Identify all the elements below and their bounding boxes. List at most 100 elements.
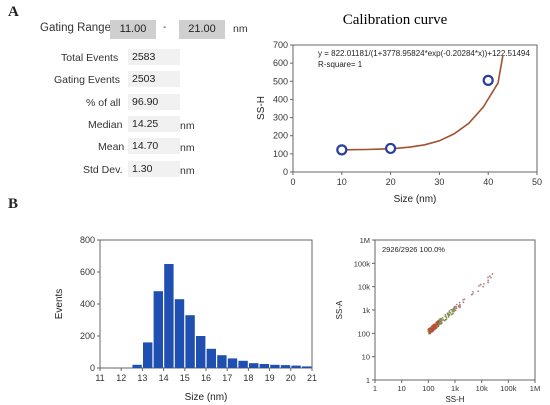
histogram-bar — [249, 363, 259, 368]
calibration-equation: y = 822.01181/(1+3778.95824*exp(-0.20284… — [318, 49, 530, 58]
histogram-xlabel: Size (nm) — [185, 392, 228, 403]
calibration-title: Calibration curve — [343, 12, 448, 28]
stat-unit-std-dev: nm — [180, 165, 195, 177]
histogram-ytick-label: 200 — [80, 331, 95, 341]
scatter-point — [462, 301, 465, 304]
scatter-xtick-label: 1k — [451, 384, 459, 393]
scatter-point — [429, 327, 432, 330]
stat-label-mean: Mean — [98, 141, 125, 153]
scatter-point — [442, 318, 445, 321]
stat-value-median: 14.25 — [128, 116, 180, 132]
scatter-point — [434, 326, 437, 329]
calibration-xtick-label: 30 — [434, 177, 444, 187]
scatter-point — [487, 276, 489, 279]
histogram-ytick-label: 400 — [80, 299, 95, 309]
stat-value-total-events: 2583 — [128, 49, 180, 65]
scatter-point — [431, 326, 433, 329]
calibration-xtick-label: 50 — [532, 177, 542, 187]
scatter-point — [478, 284, 480, 287]
gating-high-input[interactable]: 21.00 — [179, 20, 225, 39]
histogram-xtick-label: 12 — [116, 373, 126, 383]
scatter-point — [488, 275, 491, 278]
scatter-ytick-label: 100k — [354, 259, 371, 268]
calibration-rsquare: R-square= 1 — [318, 60, 363, 69]
scatter-point — [441, 317, 444, 319]
scatter-ytick-label: 100 — [357, 329, 370, 338]
scatter-point — [438, 322, 441, 325]
scatter-point — [435, 321, 438, 324]
stat-unit-median: nm — [180, 120, 195, 132]
scatter-point — [454, 309, 457, 312]
histogram-bar — [291, 365, 301, 368]
scatter-point — [453, 305, 456, 308]
histogram-ytick-label: 0 — [90, 363, 95, 373]
stat-label-std-dev: Std Dev. — [83, 164, 123, 176]
scatter-point — [432, 325, 435, 327]
scatter-xtick-label: 10 — [397, 384, 405, 393]
histogram-bar — [259, 364, 269, 368]
scatter-point — [450, 308, 453, 311]
calibration-point — [385, 142, 397, 155]
calibration-ytick-label: 200 — [273, 131, 288, 141]
histogram-bar — [196, 336, 206, 368]
histogram-bar — [227, 358, 238, 368]
histogram-bar — [280, 365, 291, 368]
scatter-ytick-label: 1M — [360, 236, 370, 245]
scatter-point — [444, 315, 447, 318]
scatter-xtick-label: 1M — [530, 384, 540, 393]
histogram-bar — [132, 364, 142, 368]
stat-label-percent-all: % of all — [86, 97, 121, 109]
scatter-chart: 1 10 100 1k 10k 100k 1M 1 10 100 1k 10k 100k 1M 2926/… — [335, 236, 540, 404]
scatter-point — [459, 303, 461, 306]
scatter-point — [487, 281, 489, 284]
scatter-point — [433, 323, 435, 326]
scatter-point — [429, 329, 432, 332]
stat-label-median: Median — [88, 119, 123, 131]
scatter-point — [431, 330, 434, 332]
histogram-ytick-label: 600 — [80, 267, 95, 277]
scatter-point — [490, 276, 492, 279]
scatter-point — [451, 310, 454, 313]
calibration-ytick-label: 700 — [273, 40, 288, 50]
histogram-xtick-label: 13 — [137, 373, 147, 383]
gating-dash: - — [163, 21, 167, 33]
histogram-bar — [302, 366, 312, 368]
scatter-point — [448, 314, 450, 316]
calibration-ytick-label: 500 — [273, 76, 288, 86]
scatter-xtick-label: 1 — [373, 384, 377, 393]
calibration-fit-curve — [336, 55, 504, 151]
histogram-bar — [270, 364, 280, 368]
scatter-point — [458, 306, 461, 309]
scatter-ytick-label: 1 — [366, 376, 370, 385]
stat-value-gating-events: 2503 — [128, 71, 180, 87]
histogram-ylabel: Events — [54, 289, 65, 320]
scatter-point — [482, 285, 485, 288]
stat-label-total-events: Total Events — [61, 52, 119, 64]
scatter-point — [452, 308, 455, 311]
scatter-xtick-label: 100 — [422, 384, 435, 393]
scatter-point — [435, 322, 437, 325]
histogram-bar — [206, 348, 216, 368]
scatter-annotation: 2926/2926 100.0% — [382, 245, 445, 254]
calibration-ytick-label: 300 — [273, 113, 288, 123]
scatter-xtick-label: 10k — [476, 384, 488, 393]
panel-letter-b: B — [8, 196, 19, 212]
scatter-point — [457, 305, 460, 308]
gating-low-input[interactable]: 11.00 — [110, 20, 156, 39]
histogram-bar — [185, 315, 195, 368]
calibration-ytick-label: 400 — [273, 94, 288, 104]
stat-unit-mean: nm — [180, 142, 195, 154]
calibration-ytick-label: 0 — [283, 167, 288, 177]
scatter-point — [436, 321, 439, 324]
calibration-chart: Calibration curve 0 10 20 30 40 5001002003004… — [256, 12, 542, 205]
histogram-bar — [143, 342, 153, 368]
histogram-bar — [153, 291, 163, 368]
scatter-point — [440, 321, 442, 323]
histogram-xtick-label: 16 — [201, 373, 211, 383]
scatter-point — [477, 290, 480, 293]
scatter-point — [444, 313, 447, 316]
scatter-point — [445, 318, 448, 321]
scatter-point — [479, 283, 482, 286]
calibration-plot-area — [292, 44, 538, 173]
scatter-point — [463, 298, 466, 301]
